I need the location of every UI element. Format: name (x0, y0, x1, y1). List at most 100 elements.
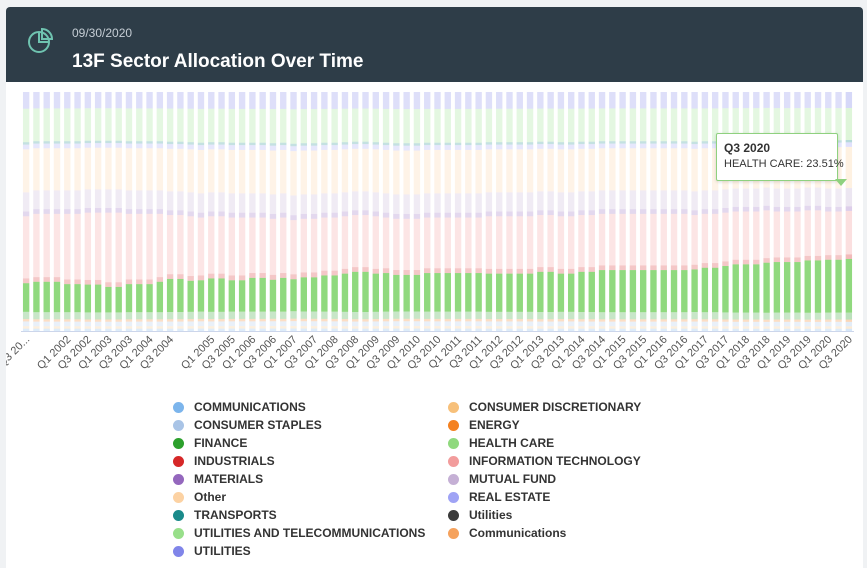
bar-segment-transports[interactable] (454, 142, 462, 146)
bar-segment-materials[interactable] (825, 206, 832, 212)
bar-segment-materials[interactable] (64, 209, 71, 214)
bar-segment-finance[interactable] (382, 311, 390, 319)
bar-segment-consumer-discretionary[interactable] (74, 326, 81, 329)
bar-segment-communications[interactable] (156, 328, 164, 331)
bar-segment-other[interactable] (218, 149, 225, 193)
bar-segment-communications[interactable] (321, 328, 328, 331)
bar-segment-consumer-discretionary[interactable] (424, 326, 431, 329)
bar-segment-real-estate[interactable] (310, 145, 318, 151)
bar-segment-energy[interactable] (413, 318, 421, 322)
bar-segment-other[interactable] (341, 149, 349, 193)
bar-segment-mutual-fund[interactable] (413, 194, 421, 214)
bar-segment-consumer-staples[interactable] (670, 321, 678, 327)
bar-segment-real-estate[interactable] (64, 143, 71, 149)
bar-segment-industrials[interactable] (372, 268, 379, 274)
bar-segment-utilities[interactable] (238, 92, 246, 109)
bar-segment-consumer-discretionary[interactable] (547, 326, 554, 329)
bar-segment-transports[interactable] (619, 141, 626, 144)
bar-segment-real-estate[interactable] (146, 143, 153, 149)
bar-segment-communications[interactable] (331, 328, 338, 331)
bar-segment-consumer-staples[interactable] (218, 321, 225, 327)
bar-segment-mutual-fund[interactable] (115, 189, 122, 209)
bar-segment-mutual-fund[interactable] (310, 194, 318, 214)
bar-segment-consumer-staples[interactable] (434, 321, 441, 327)
bar-segment-consumer-discretionary[interactable] (280, 326, 287, 329)
bar-segment-information-technology[interactable] (259, 217, 266, 274)
bar-segment-materials[interactable] (197, 212, 205, 218)
bar-segment-finance[interactable] (321, 311, 328, 319)
bar-segment-real-estate[interactable] (249, 145, 256, 150)
bar-segment-consumer-staples[interactable] (526, 321, 534, 327)
bar-segment-health-care[interactable] (537, 271, 544, 313)
bar-segment-finance[interactable] (537, 312, 544, 320)
bar-segment-health-care[interactable] (372, 273, 379, 312)
bar-segment-health-care[interactable] (105, 286, 112, 313)
bar-segment-industrials[interactable] (454, 268, 462, 274)
bar-segment-communications[interactable] (115, 328, 122, 331)
bar-segment-utilities-and-telecommunications[interactable] (670, 108, 678, 142)
bar-segment-energy[interactable] (753, 319, 760, 322)
bar-segment-information-technology[interactable] (825, 211, 832, 256)
bar-segment-information-technology[interactable] (783, 211, 791, 258)
bar-segment-materials[interactable] (393, 213, 400, 219)
bar-segment-utilities-and-telecommunications[interactable] (475, 108, 482, 143)
bar-segment-information-technology[interactable] (773, 211, 781, 258)
bar-segment-finance[interactable] (74, 312, 81, 320)
bar-segment-other[interactable] (105, 147, 112, 190)
bar-segment-utilities[interactable] (362, 92, 369, 109)
bar-segment-information-technology[interactable] (639, 213, 647, 266)
bar-segment-utilities[interactable] (197, 92, 205, 109)
bar-segment-consumer-discretionary[interactable] (43, 326, 50, 329)
bar-segment-health-care[interactable] (496, 273, 503, 312)
bar-segment-energy[interactable] (516, 319, 523, 322)
bar-segment-health-care[interactable] (588, 271, 595, 313)
bar-segment-utilities[interactable] (177, 92, 184, 109)
bar-segment-industrials[interactable] (609, 265, 616, 271)
bar-segment-information-technology[interactable] (670, 213, 678, 266)
bar-segment-finance[interactable] (84, 312, 92, 320)
bar-segment-consumer-staples[interactable] (280, 321, 287, 327)
bar-segment-utilities[interactable] (619, 92, 626, 109)
bar-segment-health-care[interactable] (136, 284, 143, 313)
bar-segment-industrials[interactable] (475, 268, 482, 274)
bar-segment-energy[interactable] (711, 319, 719, 322)
bar-segment-mutual-fund[interactable] (516, 192, 523, 212)
bar-segment-finance[interactable] (773, 312, 781, 320)
bar-segment-mutual-fund[interactable] (393, 194, 400, 214)
bar-segment-transports[interactable] (516, 142, 523, 145)
bar-segment-communications[interactable] (43, 328, 50, 331)
bar-segment-other[interactable] (22, 149, 30, 193)
bar-segment-consumer-discretionary[interactable] (341, 326, 349, 329)
bar-segment-utilities[interactable] (218, 92, 225, 109)
bar-segment-utilities[interactable] (516, 92, 523, 109)
bar-segment-utilities-and-telecommunications[interactable] (177, 108, 184, 142)
bar-segment-consumer-staples[interactable] (33, 321, 40, 327)
bar-segment-energy[interactable] (64, 319, 71, 322)
bar-segment-consumer-discretionary[interactable] (516, 326, 523, 329)
bar-segment-energy[interactable] (434, 318, 441, 322)
bar-segment-real-estate[interactable] (475, 145, 482, 150)
bar-segment-consumer-discretionary[interactable] (711, 326, 719, 329)
bar-segment-consumer-discretionary[interactable] (598, 326, 606, 329)
bar-segment-utilities-and-telecommunications[interactable] (794, 108, 801, 141)
bar-segment-real-estate[interactable] (424, 145, 431, 150)
bar-segment-energy[interactable] (22, 319, 30, 322)
bar-segment-communications[interactable] (352, 328, 359, 331)
bar-segment-consumer-discretionary[interactable] (609, 326, 616, 329)
bar-segment-utilities[interactable] (794, 92, 801, 109)
bar-segment-utilities[interactable] (753, 92, 760, 109)
bar-segment-information-technology[interactable] (393, 218, 400, 271)
bar-segment-information-technology[interactable] (444, 217, 451, 269)
bar-segment-other[interactable] (372, 149, 379, 193)
bar-segment-health-care[interactable] (629, 270, 637, 313)
bar-segment-utilities-and-telecommunications[interactable] (136, 108, 143, 142)
bar-segment-materials[interactable] (763, 205, 770, 211)
bar-segment-finance[interactable] (136, 312, 143, 320)
bar-segment-energy[interactable] (568, 319, 575, 322)
bar-segment-finance[interactable] (475, 311, 482, 319)
bar-segment-consumer-discretionary[interactable] (568, 326, 575, 329)
legend-item[interactable]: REAL ESTATE (448, 489, 550, 505)
bar-segment-information-technology[interactable] (434, 217, 441, 269)
bar-segment-materials[interactable] (783, 206, 791, 212)
bar-segment-information-technology[interactable] (310, 218, 318, 273)
